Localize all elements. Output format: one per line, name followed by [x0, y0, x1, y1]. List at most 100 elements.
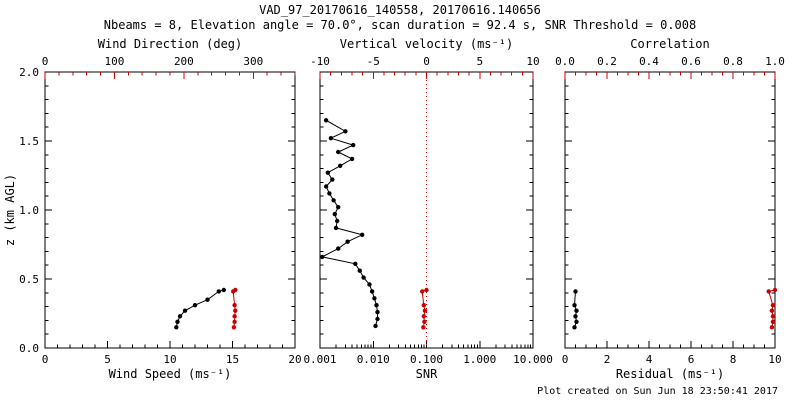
data-point — [373, 323, 378, 329]
x-top-tick-label: 5 — [476, 55, 483, 68]
data-point — [374, 303, 379, 308]
data-point — [216, 289, 221, 294]
data-point — [770, 319, 776, 324]
x-top-tick-label: 100 — [105, 55, 125, 68]
data-point — [770, 314, 776, 319]
data-point — [361, 275, 366, 280]
x-bottom-axis-title: SNR — [416, 367, 438, 381]
data-point — [336, 246, 341, 251]
data-point — [182, 308, 188, 313]
data-point — [769, 308, 775, 313]
data-point — [323, 184, 329, 189]
x-top-tick-label: 0 — [423, 55, 430, 68]
data-point — [174, 325, 179, 330]
data-point — [574, 308, 579, 313]
series-residual — [572, 289, 579, 330]
panel-frame — [44, 71, 296, 349]
data-point — [338, 163, 343, 168]
x-top-tick-label: -5 — [367, 55, 380, 68]
data-point — [330, 177, 335, 182]
series-vertical-velocity — [420, 287, 429, 330]
x-bottom-tick-label: 10 — [768, 353, 781, 366]
data-point — [353, 261, 358, 266]
data-point — [333, 225, 339, 231]
y-tick-label: 1.5 — [19, 135, 39, 148]
data-point — [233, 308, 238, 313]
data-point — [360, 232, 365, 237]
x-bottom-tick-label: 4 — [646, 353, 653, 366]
data-point — [231, 325, 237, 330]
x-bottom-tick-label: 15 — [226, 353, 239, 366]
series-wind-direction — [231, 287, 238, 330]
y-tick-label: 2.0 — [19, 66, 39, 79]
x-bottom-tick-label: 10.000 — [513, 353, 553, 366]
x-bottom-tick-label: 20 — [288, 353, 301, 366]
series-line — [320, 119, 378, 327]
x-top-tick-label: 0.6 — [681, 55, 701, 68]
data-point — [351, 142, 356, 148]
data-point — [424, 287, 429, 293]
x-top-tick-label: 1.0 — [765, 55, 785, 68]
data-point — [233, 287, 238, 293]
data-point — [422, 308, 428, 313]
data-point — [574, 319, 579, 324]
plot-subtitle: Nbeams = 8, Elevation angle = 70.0°, sca… — [103, 18, 697, 32]
data-point — [375, 309, 380, 315]
data-point — [325, 170, 330, 175]
data-point — [331, 198, 336, 203]
data-point — [336, 205, 341, 210]
data-point — [232, 303, 237, 308]
data-point — [343, 129, 348, 134]
panel-snr: 0.001 0.010 0.100 1.000 10.000 SNR -10 -5 0 5 10 Ve… — [303, 37, 552, 381]
x-top-tick-label: 300 — [243, 55, 263, 68]
data-point — [335, 218, 340, 224]
data-point — [372, 296, 377, 301]
data-point — [205, 297, 210, 302]
data-point — [357, 268, 362, 273]
series-snr-profile — [320, 118, 380, 329]
x-top-axis-title: Correlation — [630, 37, 709, 51]
x-bottom-axis-title: Residual (ms⁻¹) — [616, 367, 724, 381]
y-tick-label: 0.5 — [19, 273, 39, 286]
plot-title: VAD_97_20170616_140558, 20170616.140656 — [259, 3, 541, 17]
x-top-tick-label: 0.0 — [555, 55, 575, 68]
y-tick-label: 1.0 — [19, 204, 39, 217]
data-point — [349, 156, 355, 162]
data-point — [772, 287, 778, 293]
data-point — [177, 314, 183, 319]
data-point — [770, 303, 776, 308]
data-point — [320, 254, 325, 260]
x-top-axis-title: Wind Direction (deg) — [98, 37, 243, 51]
data-point — [420, 289, 425, 294]
data-point — [422, 319, 427, 324]
x-top-tick-label: 0.8 — [723, 55, 743, 68]
x-bottom-tick-label: 10 — [163, 353, 176, 366]
y-axis-title: z (km AGL) — [3, 174, 17, 246]
x-top-axis-title: Vertical velocity (ms⁻¹) — [340, 37, 513, 51]
data-point — [327, 191, 332, 196]
data-point — [345, 239, 350, 244]
x-bottom-tick-label: 0.001 — [303, 353, 336, 366]
data-point — [769, 325, 775, 330]
data-point — [421, 325, 426, 330]
data-point — [375, 316, 380, 322]
series-line — [175, 289, 224, 328]
data-point — [336, 149, 341, 155]
x-top-tick-label: 200 — [174, 55, 194, 68]
x-bottom-tick-label: 0.100 — [410, 353, 443, 366]
x-top-tick-label: 10 — [526, 55, 539, 68]
data-point — [323, 118, 329, 123]
x-top-tick-label: 0.2 — [597, 55, 617, 68]
data-point — [421, 303, 426, 308]
data-point — [175, 319, 180, 324]
series-correlation — [766, 287, 778, 330]
x-bottom-tick-label: 8 — [730, 353, 737, 366]
data-point — [572, 303, 577, 308]
plot-created-timestamp: Plot created on Sun Jun 18 23:50:41 2017 — [537, 386, 778, 397]
x-bottom-tick-label: 1.000 — [463, 353, 496, 366]
data-point — [221, 287, 226, 293]
x-top-tick-label: 0 — [42, 55, 49, 68]
panel-residual: 0 2 4 6 8 10 Residual (ms⁻¹) 0.0 0.2 0.4 0.6 0.8 1.0… — [555, 37, 785, 381]
data-point — [369, 289, 375, 294]
